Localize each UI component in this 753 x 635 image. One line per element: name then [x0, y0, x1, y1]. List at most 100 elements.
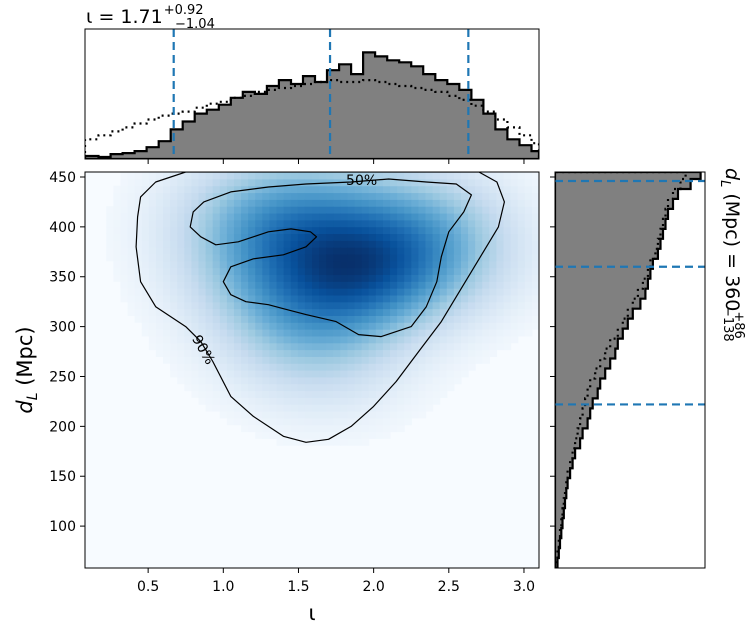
heatmap-cell [290, 274, 299, 282]
heatmap-cell [482, 294, 490, 303]
heatmap-cell [141, 267, 150, 276]
heatmap-cell [297, 172, 306, 180]
heatmap-cell [262, 212, 271, 221]
heatmap-cell [170, 267, 178, 276]
heatmap-cell [276, 322, 285, 330]
heatmap-cell [312, 288, 320, 296]
heatmap-cell [432, 322, 441, 330]
heatmap-cell [446, 335, 455, 344]
heatmap-cell [482, 226, 490, 235]
heatmap-cell [425, 199, 434, 207]
heatmap-cell [191, 172, 200, 180]
heatmap-cell [297, 185, 306, 194]
heatmap-cell [382, 288, 391, 296]
heatmap-cell [113, 185, 122, 194]
heatmap-cell [326, 404, 334, 412]
heatmap-cell [354, 240, 363, 248]
heatmap-cell [475, 226, 483, 235]
heatmap-cell [524, 219, 533, 228]
heatmap-cell [233, 233, 242, 241]
heatmap-cell [347, 253, 356, 262]
heatmap-cell [177, 342, 185, 351]
heatmap-cell [297, 438, 306, 446]
heatmap-cell [219, 247, 228, 255]
heatmap-cell [340, 240, 349, 248]
heatmap-cell [418, 301, 427, 310]
heatmap-cell [510, 212, 519, 221]
heatmap-cell [326, 322, 334, 330]
heatmap-cell [141, 240, 150, 248]
heatmap-cell [113, 240, 122, 248]
joint-panel-frame [84, 171, 540, 569]
heatmap-cell [460, 267, 469, 276]
heatmap-cell [304, 219, 313, 228]
heatmap-cell [276, 342, 285, 351]
heatmap-cell [177, 288, 185, 296]
heatmap-cell [262, 219, 271, 228]
heatmap-cell [269, 260, 278, 269]
heatmap-cell [482, 322, 490, 330]
heatmap-cell [439, 356, 448, 364]
heatmap-cell [411, 301, 420, 310]
heatmap-cell [475, 301, 483, 310]
heatmap-cell [127, 260, 136, 269]
heatmap-cell [198, 390, 207, 398]
heatmap-cell [468, 247, 476, 255]
heatmap-cell [347, 397, 356, 405]
heatmap-cell [269, 226, 278, 235]
heatmap-cell [255, 342, 263, 351]
heatmap-cell [503, 294, 512, 303]
heatmap-cell [460, 212, 469, 221]
heatmap-cell [248, 370, 256, 378]
heatmap-cell [524, 247, 533, 255]
heatmap-cell [233, 178, 242, 187]
heatmap-cell [319, 329, 327, 337]
heatmap-cell [141, 199, 150, 207]
heatmap-cell [276, 294, 285, 303]
heatmap-cell [262, 410, 271, 419]
heatmap-cell [404, 274, 412, 282]
heatmap-cell [241, 294, 249, 303]
heatmap-cell [382, 226, 391, 235]
heatmap-cell [382, 349, 391, 357]
heatmap-cell [262, 390, 271, 398]
heatmap-cell [524, 322, 533, 330]
heatmap-cell [198, 329, 207, 337]
heatmap-cell [248, 178, 256, 187]
heatmap-cell [269, 288, 278, 296]
heatmap-cell [177, 274, 185, 282]
heatmap-cell [397, 274, 405, 282]
heatmap-cell [333, 288, 341, 296]
heatmap-cell [375, 410, 384, 419]
x-tick-label: 1.5 [287, 579, 309, 595]
heatmap-cell [212, 294, 221, 303]
heatmap-cell [503, 308, 512, 316]
heatmap-cell [531, 260, 539, 269]
heatmap-cell [283, 349, 292, 357]
heatmap-cell [191, 356, 200, 364]
heatmap-cell [241, 226, 249, 235]
heatmap-cell [233, 240, 242, 248]
heatmap-cell [148, 172, 157, 180]
heatmap-cell [453, 342, 462, 351]
heatmap-cell [397, 247, 405, 255]
heatmap-cell [205, 390, 214, 398]
heatmap-cell [120, 219, 129, 228]
heatmap-cell [163, 335, 171, 344]
heatmap-cell [312, 240, 320, 248]
heatmap-cell [269, 322, 278, 330]
heatmap-cell [255, 178, 263, 187]
heatmap-cell [375, 253, 384, 262]
heatmap-cell [382, 294, 391, 303]
heatmap-cell [496, 335, 505, 344]
heatmap-cell [304, 356, 313, 364]
heatmap-cell [241, 417, 249, 426]
heatmap-cell [148, 253, 157, 262]
heatmap-cell [269, 329, 278, 337]
heatmap-cell [382, 342, 391, 351]
heatmap-cell [432, 335, 441, 344]
heatmap-cell [255, 219, 263, 228]
heatmap-cell [418, 322, 427, 330]
heatmap-cell [375, 335, 384, 344]
heatmap-cell [411, 260, 420, 269]
